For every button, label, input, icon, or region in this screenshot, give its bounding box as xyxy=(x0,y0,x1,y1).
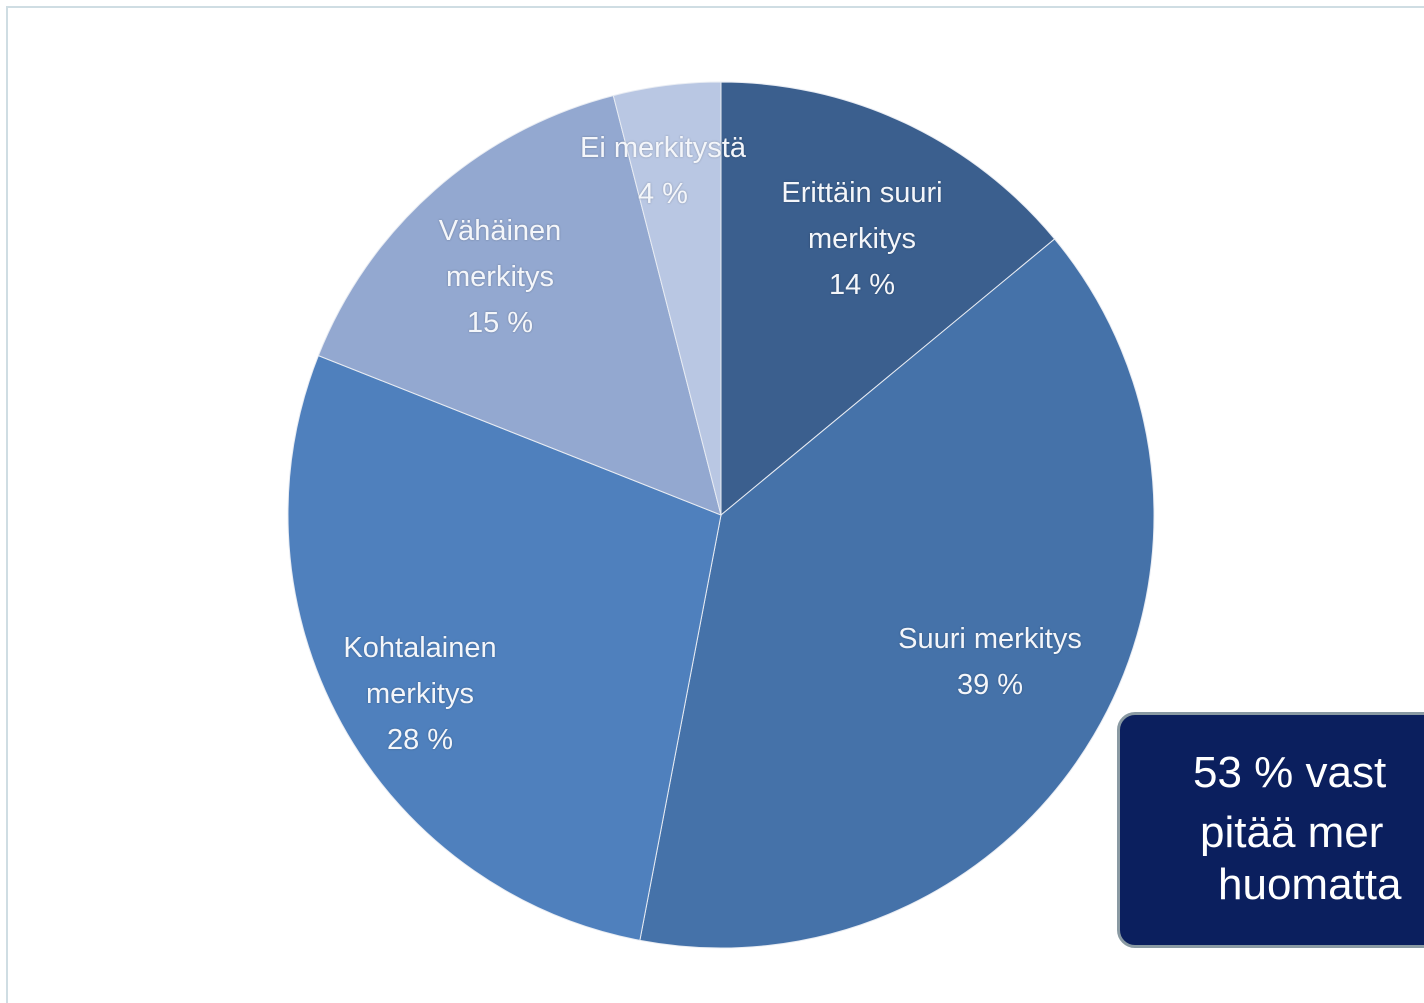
pie-slice xyxy=(317,94,722,516)
slice-label: Ei merkitystä 4 % xyxy=(548,125,778,217)
annotation-line: 53 % vast xyxy=(1193,748,1387,797)
category-name: Vähäinen merkitys xyxy=(438,215,562,293)
slice-label: Suuri merkitys 39 % xyxy=(860,616,1120,708)
annotation-line: pitää mer xyxy=(1200,808,1384,857)
slice-label: Erittäin suuri merkitys 14 % xyxy=(747,170,977,308)
slice-label: Kohtalainen merkitys 28 % xyxy=(305,625,535,763)
category-name: Erittäin suuri merkitys xyxy=(781,177,943,255)
category-name: Suuri merkitys xyxy=(898,623,1082,655)
value-label: 28 % xyxy=(386,724,454,756)
pie-slice xyxy=(612,81,722,516)
value-label: 15 % xyxy=(466,307,534,339)
pie-slice xyxy=(720,81,1056,517)
annotation-box xyxy=(1117,712,1424,948)
slice-label: Vähäinen merkitys 15 % xyxy=(400,208,600,346)
value-label: 4 % xyxy=(638,178,688,210)
category-name: Kohtalainen merkitys xyxy=(343,632,497,710)
category-name: Ei merkitystä xyxy=(580,132,746,164)
value-label: 39 % xyxy=(956,669,1024,701)
frame xyxy=(6,6,1424,1003)
annotation-line: huomatta xyxy=(1218,860,1402,909)
pie-slice xyxy=(639,238,1155,949)
value-label: 14 % xyxy=(828,269,896,301)
pie-slice xyxy=(287,354,722,941)
